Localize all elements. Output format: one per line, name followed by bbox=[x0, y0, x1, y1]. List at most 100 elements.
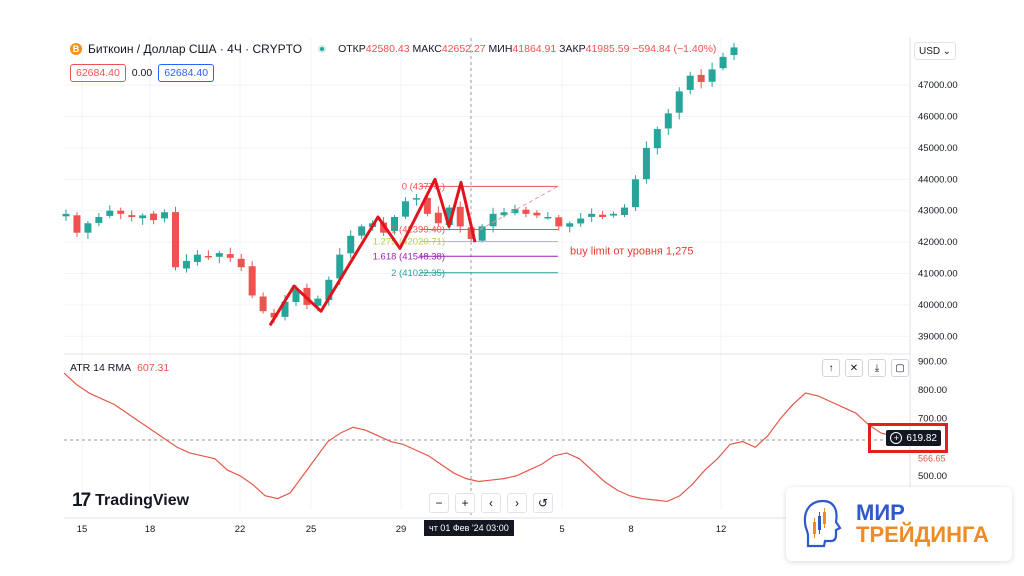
atr-series-line bbox=[63, 372, 907, 503]
candle-body bbox=[358, 226, 366, 236]
candle-body bbox=[270, 312, 278, 318]
market-status-icon bbox=[318, 45, 327, 53]
price-tick-label: 42000.00 bbox=[918, 237, 958, 248]
price-tick-label: 43000.00 bbox=[918, 206, 958, 217]
currency-select[interactable]: USD ⌄ bbox=[914, 42, 956, 60]
fib-level-label: 1 (42399.40) bbox=[391, 225, 445, 236]
scroll-left-button[interactable]: ‹ bbox=[481, 493, 501, 513]
time-tick-label: 8 bbox=[628, 524, 633, 535]
candle-body bbox=[226, 254, 234, 258]
candle-body bbox=[445, 207, 453, 226]
candle-body bbox=[588, 213, 596, 217]
time-tick-label: 29 bbox=[396, 524, 407, 535]
zoom-out-button[interactable]: − bbox=[429, 493, 449, 513]
move-pane-up-button[interactable]: ↑ bbox=[822, 359, 840, 377]
candle-body bbox=[610, 213, 618, 216]
change-value: −594.84 (−1.40%) bbox=[632, 43, 717, 55]
candle-body bbox=[423, 197, 431, 214]
candle-body bbox=[412, 198, 420, 200]
candle-body bbox=[215, 253, 223, 257]
price-tick-label: 44000.00 bbox=[918, 174, 958, 185]
candle-body bbox=[336, 254, 344, 279]
zoom-in-button[interactable]: + bbox=[455, 493, 475, 513]
candle-body bbox=[719, 56, 727, 69]
atr-tick-label: 800.00 bbox=[918, 385, 947, 396]
trade-price-boxes: 62684.40 0.00 62684.40 bbox=[70, 64, 215, 82]
candle-body bbox=[653, 129, 661, 149]
candle-body bbox=[434, 212, 442, 224]
tradingview-logo[interactable]: 17 TradingView bbox=[72, 490, 190, 511]
candle-body bbox=[95, 216, 103, 223]
zigzag-pattern-drawing bbox=[268, 177, 477, 327]
price-tick-label: 40000.00 bbox=[918, 300, 958, 311]
candle-body bbox=[161, 212, 169, 219]
candle-body bbox=[325, 279, 333, 301]
fib-level-label: 1.618 (41548.38) bbox=[373, 251, 445, 262]
atr-secondary-tag: 566.65 bbox=[918, 454, 946, 464]
tradingview-mark-icon: 17 bbox=[72, 490, 91, 511]
close-pane-button[interactable]: ✕ bbox=[845, 359, 863, 377]
time-tick-label: 22 bbox=[235, 524, 246, 535]
time-tick-label: 18 bbox=[145, 524, 156, 535]
candle-body bbox=[139, 215, 147, 219]
atr-name: ATR 14 RMA bbox=[70, 362, 132, 374]
candle-body bbox=[117, 210, 125, 214]
price-tick-label: 39000.00 bbox=[918, 331, 958, 342]
symbol-title[interactable]: Биткоин / Доллар США · 4Ч · CRYPTO bbox=[88, 42, 303, 56]
bitcoin-icon: B bbox=[70, 43, 82, 55]
scroll-right-button[interactable]: › bbox=[507, 493, 527, 513]
brand-name-line2: ТРЕЙДИНГА bbox=[856, 522, 989, 547]
candle-body bbox=[664, 113, 672, 129]
candle-body bbox=[489, 213, 497, 227]
candle-body bbox=[599, 214, 607, 217]
chart-navigation: − + ‹ › ↺ bbox=[429, 493, 553, 513]
candle-body bbox=[248, 266, 256, 296]
candle-body bbox=[478, 226, 486, 241]
atr-tick-label: 500.00 bbox=[918, 471, 947, 482]
collapse-pane-button[interactable]: ⤓ bbox=[868, 359, 886, 377]
candle-body bbox=[193, 254, 201, 262]
time-tick-label: 12 bbox=[716, 524, 727, 535]
candle-body bbox=[533, 212, 541, 216]
fib-trend-line bbox=[479, 185, 559, 230]
candle-body bbox=[577, 218, 585, 224]
buy-price-button[interactable]: 62684.40 bbox=[158, 64, 215, 82]
candle-body bbox=[391, 216, 399, 231]
price-tick-label: 41000.00 bbox=[918, 269, 958, 280]
ohlc-values: ОТКР42580.43 МАКС42652.27 МИН41864.91 ЗА… bbox=[338, 43, 717, 55]
sell-price-button[interactable]: 62684.40 bbox=[70, 64, 126, 82]
candle-body bbox=[642, 147, 650, 180]
candle-body bbox=[172, 212, 180, 268]
candle-body bbox=[314, 298, 322, 306]
atr-tick-label: 900.00 bbox=[918, 357, 947, 368]
atr-price-tag[interactable]: + 619.82 bbox=[886, 430, 941, 446]
candle-body bbox=[566, 223, 574, 227]
grid-lines bbox=[64, 38, 911, 538]
brand-head-icon bbox=[803, 499, 842, 548]
reset-chart-button[interactable]: ↺ bbox=[533, 493, 553, 513]
candle-body bbox=[708, 69, 716, 82]
fib-level-label: 1.275 (42020.71) bbox=[373, 236, 445, 247]
chevron-down-icon: ⌄ bbox=[942, 45, 951, 57]
candle-body bbox=[620, 207, 628, 216]
price-tick-label: 47000.00 bbox=[918, 80, 958, 91]
time-tick-label: 5 bbox=[559, 524, 564, 535]
symbol-legend[interactable]: B Биткоин / Доллар США · 4Ч · CRYPTO ОТК… bbox=[70, 42, 716, 56]
candle-body bbox=[73, 215, 81, 233]
buy-limit-annotation: buy limit от уровня 1,275 bbox=[570, 245, 693, 257]
brand-name-line1: МИР bbox=[856, 500, 905, 525]
add-alert-icon[interactable]: + bbox=[890, 432, 903, 444]
maximize-pane-button[interactable]: ▢ bbox=[891, 359, 909, 377]
price-tick-label: 45000.00 bbox=[918, 143, 958, 154]
candle-body bbox=[347, 235, 355, 254]
candle-body bbox=[544, 216, 552, 219]
candle-body bbox=[631, 179, 639, 208]
fib-level-label: 2 (41022.35) bbox=[391, 268, 445, 279]
atr-tick-label: 700.00 bbox=[918, 414, 947, 425]
atr-current-value-highlight: + 619.82 bbox=[868, 423, 948, 453]
atr-legend[interactable]: ATR 14 RMA 607.31 bbox=[70, 362, 169, 374]
candle-body bbox=[467, 227, 475, 239]
pane-controls: ↑ ✕ ⤓ ▢ bbox=[822, 359, 909, 377]
candle-body bbox=[106, 210, 114, 216]
